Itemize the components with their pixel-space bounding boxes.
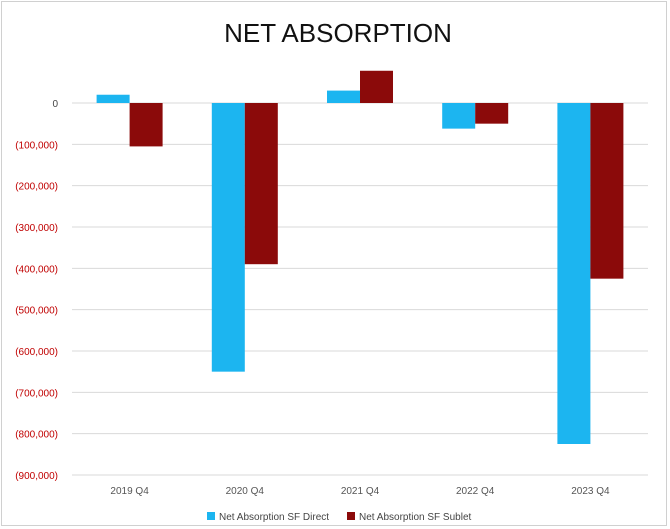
x-tick-label: 2023 Q4 (571, 486, 610, 497)
y-axis-ticks: 0 (100,000) (200,000) (300,000) (400,000) (50… (15, 99, 58, 482)
y-tick-label: (500,000) (15, 306, 58, 317)
y-tick-label: (700,000) (15, 388, 58, 399)
bar-sublet-2021-q4 (360, 70, 393, 103)
y-tick-label: (900,000) (15, 471, 58, 482)
gridlines (72, 102, 648, 476)
bar-sublet-2019-q4 (129, 103, 163, 147)
bar-sublet-2020-q4 (244, 103, 278, 265)
x-axis-ticks: 2019 Q4 2020 Q4 2021 Q4 2022 Q4 2023 Q4 (110, 486, 610, 497)
bar-direct-2019-q4 (96, 94, 130, 103)
bar-direct-2023-q4 (557, 103, 591, 444)
x-tick-label: 2022 Q4 (456, 486, 495, 497)
bar-sublet-2023-q4 (590, 103, 624, 279)
x-tick-label: 2020 Q4 (226, 486, 265, 497)
y-tick-label: (600,000) (15, 347, 58, 358)
bar-direct-2022-q4 (442, 103, 476, 129)
legend-label-sublet: Net Absorption SF Sublet (359, 512, 472, 523)
bars (96, 70, 624, 444)
y-tick-label: 0 (52, 99, 58, 110)
bar-sublet-2022-q4 (475, 103, 509, 124)
bar-direct-2020-q4 (211, 103, 245, 372)
y-tick-label: (200,000) (15, 182, 58, 193)
y-tick-label: (800,000) (15, 430, 58, 441)
x-tick-label: 2021 Q4 (341, 486, 380, 497)
bar-direct-2021-q4 (327, 90, 360, 103)
legend: Net Absorption SF Direct Net Absorption … (207, 512, 472, 523)
y-tick-label: (100,000) (15, 140, 58, 151)
y-tick-label: (400,000) (15, 264, 58, 275)
y-tick-label: (300,000) (15, 223, 58, 234)
legend-label-direct: Net Absorption SF Direct (219, 512, 329, 523)
legend-swatch-direct (207, 512, 215, 520)
chart-title: NET ABSORPTION (224, 18, 452, 48)
legend-swatch-sublet (347, 512, 355, 520)
x-tick-label: 2019 Q4 (110, 486, 149, 497)
